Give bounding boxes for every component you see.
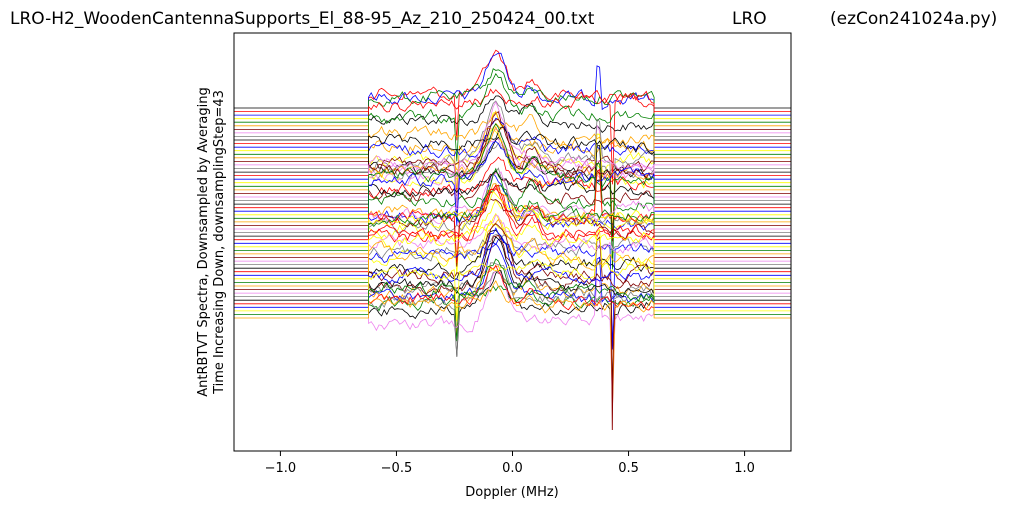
- spectrum-line: [234, 160, 791, 206]
- spectrum-line: [234, 219, 791, 280]
- spectrum-line: [234, 222, 791, 290]
- chart-title-filename: LRO-H2_WoodenCantennaSupports_El_88-95_A…: [10, 9, 595, 29]
- spectrum-line: [234, 141, 791, 226]
- spectrum-line: [234, 123, 791, 270]
- x-axis-ticks: −1.0 −0.5 0.0 0.5 1.0: [265, 451, 755, 476]
- spectrum-line: [234, 262, 791, 357]
- spectrum-line: [234, 119, 791, 242]
- spectrum-line: [234, 73, 791, 162]
- spectrum-line: [234, 267, 791, 382]
- spectrum-line: [234, 190, 791, 248]
- spectrum-line: [234, 100, 791, 265]
- spectrum-line: [234, 218, 791, 287]
- x-axis-label: Doppler (MHz): [465, 485, 559, 500]
- x-tick-label: 1.0: [734, 461, 755, 476]
- spectrum-line: [234, 101, 791, 211]
- spectrum-line: [234, 234, 791, 295]
- spectrum-line: [234, 168, 791, 264]
- y-axis-label-line1: AntRBTVT Spectra, Downsampled by Averagi…: [196, 87, 211, 396]
- spectrum-line: [234, 112, 791, 236]
- spike-line: [608, 289, 616, 431]
- spectrum-line: [234, 227, 791, 308]
- spectra-lines: [234, 49, 791, 431]
- chart-title-program: (ezCon241024a.py): [830, 9, 997, 29]
- spectrum-line: [234, 95, 791, 133]
- spectrum-line: [234, 126, 791, 173]
- spectrum-line: [234, 269, 791, 407]
- spectrum-line: [234, 238, 791, 350]
- spectrum-line: [234, 279, 791, 408]
- spectrum-line: [234, 110, 791, 159]
- spectrum-line: [234, 258, 791, 315]
- x-tick-label: 0.5: [618, 461, 639, 476]
- x-tick-label: −0.5: [381, 461, 413, 476]
- spectrum-line: [234, 88, 791, 185]
- spectrum-line: [234, 172, 791, 231]
- spectrum-line: [234, 236, 791, 301]
- spectrum-line: [234, 228, 791, 322]
- y-axis-label-line2: Time Increasing Down, downsamplingStep=4…: [212, 90, 227, 395]
- x-tick-label: 0.0: [502, 461, 523, 476]
- spectrum-line: [234, 49, 791, 141]
- x-tick-label: −1.0: [265, 461, 297, 476]
- spectrum-line: [234, 68, 791, 123]
- spectrum-line: [234, 52, 791, 116]
- spectrum-line: [234, 167, 791, 251]
- spectrum-line: [234, 184, 791, 243]
- spectrum-line: [234, 198, 791, 267]
- spectrum-line: [234, 171, 791, 230]
- chart-title-site: LRO: [732, 9, 767, 29]
- spectrum-line: [234, 163, 791, 212]
- spectrum-line: [234, 184, 791, 273]
